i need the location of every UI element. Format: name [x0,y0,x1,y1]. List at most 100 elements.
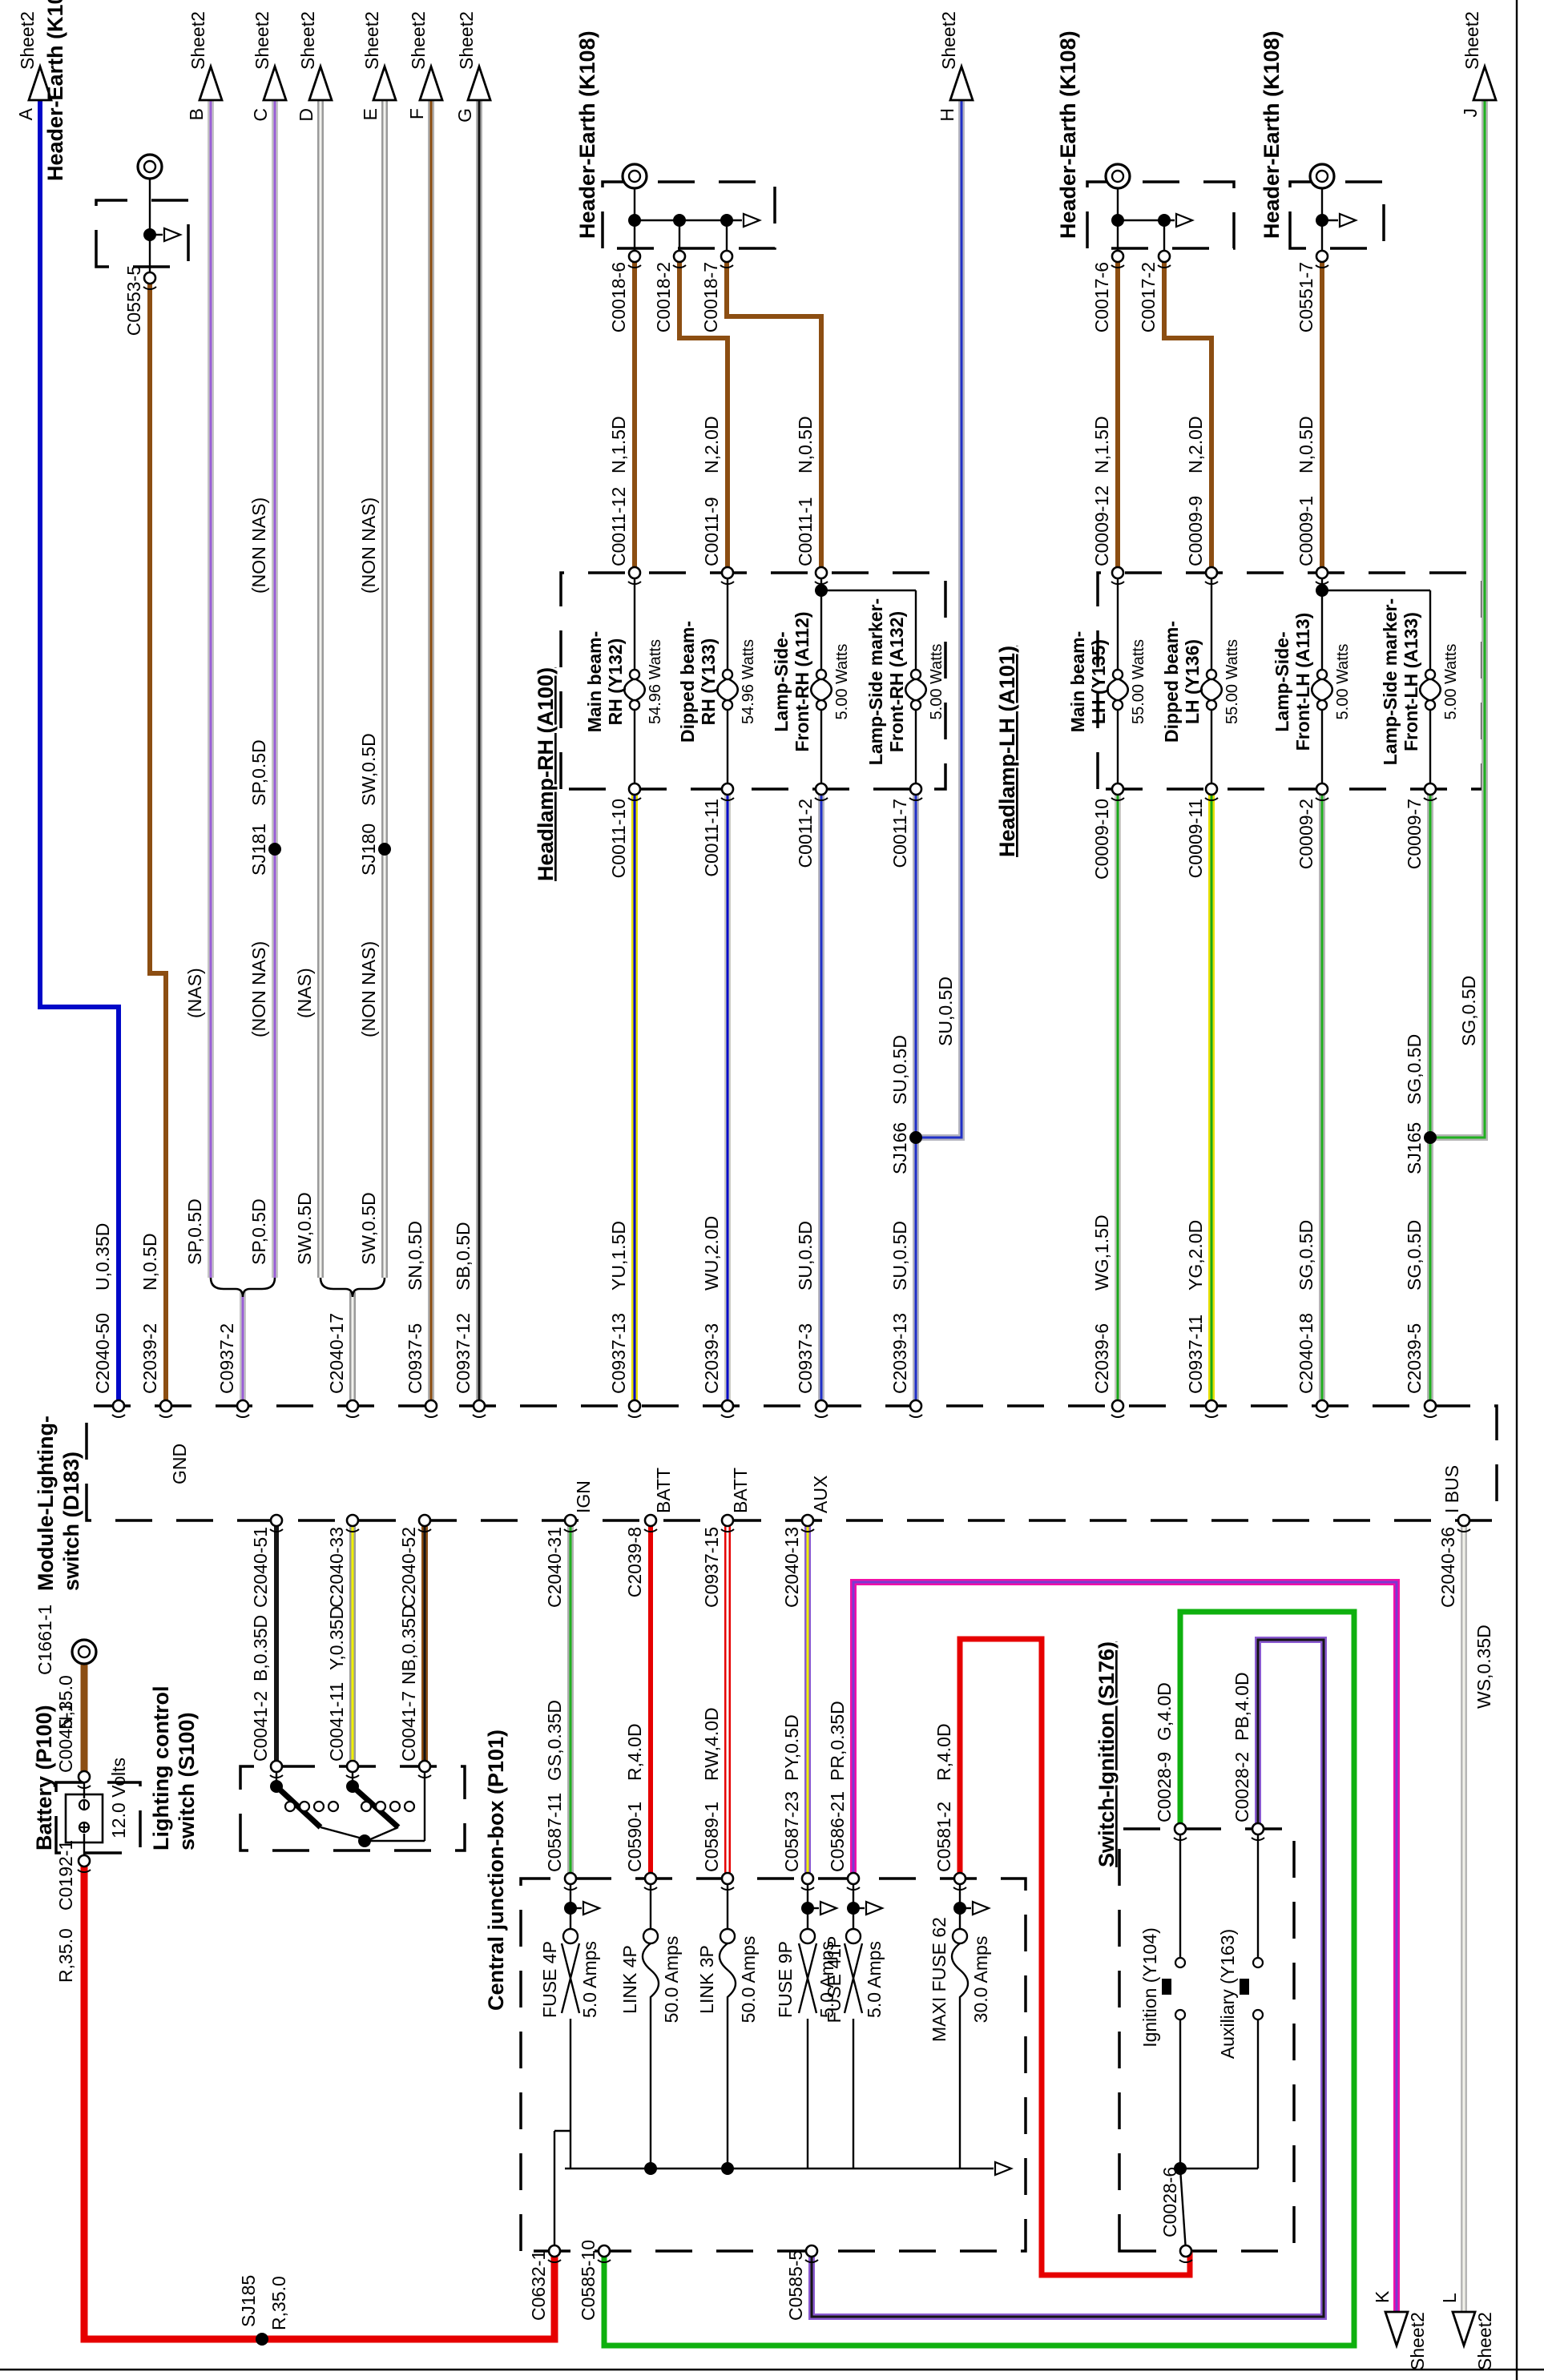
connector-pin-arc [1457,1528,1471,1532]
connector-pin [800,1871,815,1886]
label-ign: IGN [573,1480,594,1513]
junction-dot [1424,1131,1437,1144]
connector-pin-arc [563,1887,578,1891]
label-nb-0-35d: NB,0.35D [398,1605,419,1685]
battery-p100-box [54,1781,142,1854]
label-sheet2: Sheet2 [252,11,272,70]
flow-arrow-icon [742,212,762,228]
label-c0009-9: C0009-9 [1185,496,1206,566]
connector-pin [1204,566,1219,580]
connector-pin [909,782,923,796]
sheet-ref-arrow-l[interactable] [1451,2310,1477,2350]
label-c: C [250,108,271,122]
label-sj181: SJ181 [248,824,269,876]
connector-pin-arc [1423,797,1437,801]
flow-arrow-icon [971,1900,991,1916]
label-j: J [1460,108,1481,118]
sheet-ref-arrow-e[interactable] [372,62,397,102]
label-lh-y136: LH (Y136) [1182,639,1203,724]
label-link-4p: LINK 4P [619,1945,640,2014]
connector-pin-arc [627,264,642,268]
label-c0590-1: C0590-1 [624,1802,645,1872]
sheet-ref-arrow-g[interactable] [466,62,492,102]
link-wave [641,1943,660,2019]
connector-pin [417,1759,432,1774]
label-c0632-1: C0632-1 [528,2250,549,2321]
central-junction-box-p101-box [519,1877,1027,2253]
connector-pin-arc [1315,797,1329,801]
earth-ring-icon [77,1645,91,1659]
label-lamp-side-marker: Lamp-Side marker- [865,598,886,765]
header-earth-k108-1-box [95,199,190,268]
label-aux: AUX [810,1476,831,1513]
connector-pin-arc [1111,797,1125,801]
connector-pin-arc [720,1887,735,1891]
lamp-terminal [1316,668,1328,681]
connector-pin-arc [269,1528,284,1532]
label-c0041-11: C0041-11 [326,1682,347,1762]
label-sheet2: Sheet2 [456,11,477,70]
label-headlamp-lh-a101: Headlamp-LH (A101) [995,646,1019,857]
sheet-ref-arrow-h[interactable] [949,62,974,102]
lamp-icon [623,677,647,703]
label-c2040-18: C2040-18 [1296,1313,1316,1394]
sheet-ref-arrow-a[interactable] [27,62,53,102]
connector-pin [1315,782,1329,796]
label-g: G [454,108,475,123]
label-c0028-2: C0028-2 [1232,1752,1252,1822]
label-n-0-5d: N,0.5D [1296,416,1316,473]
label-c0018-7: C0018-7 [700,262,721,332]
connector-pin-arc [1179,2259,1193,2263]
sheet-ref-arrow-c[interactable] [262,62,288,102]
label-rh-y133: RH (Y133) [698,638,719,726]
label-c2039-5: C2039-5 [1404,1323,1425,1394]
lamp-terminal [815,699,828,711]
connector-pin-arc [643,1528,658,1532]
label-sheet2: Sheet2 [17,11,38,70]
label-n-0-5d: N,0.5D [139,1233,160,1291]
label-c0028-6: C0028-6 [1159,2167,1180,2237]
junction-dot [673,214,686,227]
label-c2039-8: C2039-8 [624,1527,645,1597]
connector-pin-arc [720,581,735,585]
label-sheet2: Sheet2 [361,11,382,70]
connector-pin-arc [720,1414,735,1418]
label-front-lh-a113: Front-LH (A113) [1292,613,1313,751]
connector-pin-arc [643,1887,658,1891]
label-c2040-36: C2040-36 [1437,1527,1458,1608]
label-sw-0-5d: SW,0.5D [294,1192,315,1265]
connector-pin [909,1399,923,1413]
label-switch-ignition-s176: Switch-Ignition (S176) [1095,1641,1119,1867]
wire-pr-k-core [852,1581,1398,2312]
wire-n-rh-side [724,261,824,573]
label-sj180: SJ180 [358,824,379,876]
label-header-earth-k108: Header-Earth (K108) [43,0,67,181]
sheet-ref-arrow-d[interactable] [308,62,333,102]
label-c0587-23: C0587-23 [781,1791,802,1872]
sheet-ref-arrow-j[interactable] [1472,62,1498,102]
label-sj166: SJ166 [889,1122,910,1174]
connector-pin [643,1871,658,1886]
label-5-00-watts: 5.00 Watts [1442,644,1460,720]
flow-arrow-icon [582,1900,602,1916]
contact-circle [1252,1956,1264,1969]
label-r-4-0d: R,4.0D [933,1723,954,1781]
sheet-ref-arrow-b[interactable] [198,62,224,102]
label-dipped-beam: Dipped beam- [1161,621,1182,743]
sheet-ref-arrow-f[interactable] [418,62,444,102]
connector-pin-arc [672,264,687,268]
label-front-lh-a133: Front-LH (A133) [1401,612,1421,751]
headlamp-rh-a100-box [559,571,947,791]
label-a: A [15,107,36,120]
sheet-ref-arrow-k[interactable] [1384,2310,1409,2350]
connector-pin-arc [1204,797,1219,801]
link-symbol-terminal [719,1927,736,1945]
wire-r-4-ign-switch [957,1636,1193,2278]
connector-pin [143,271,157,285]
connector-pin [804,2244,819,2258]
label-sg-0-5d: SG,0.5D [1404,1220,1425,1291]
switch-blade [274,1784,323,1830]
label-d: D [296,108,316,122]
label-n-1-5d: N,1.5D [1091,416,1112,473]
